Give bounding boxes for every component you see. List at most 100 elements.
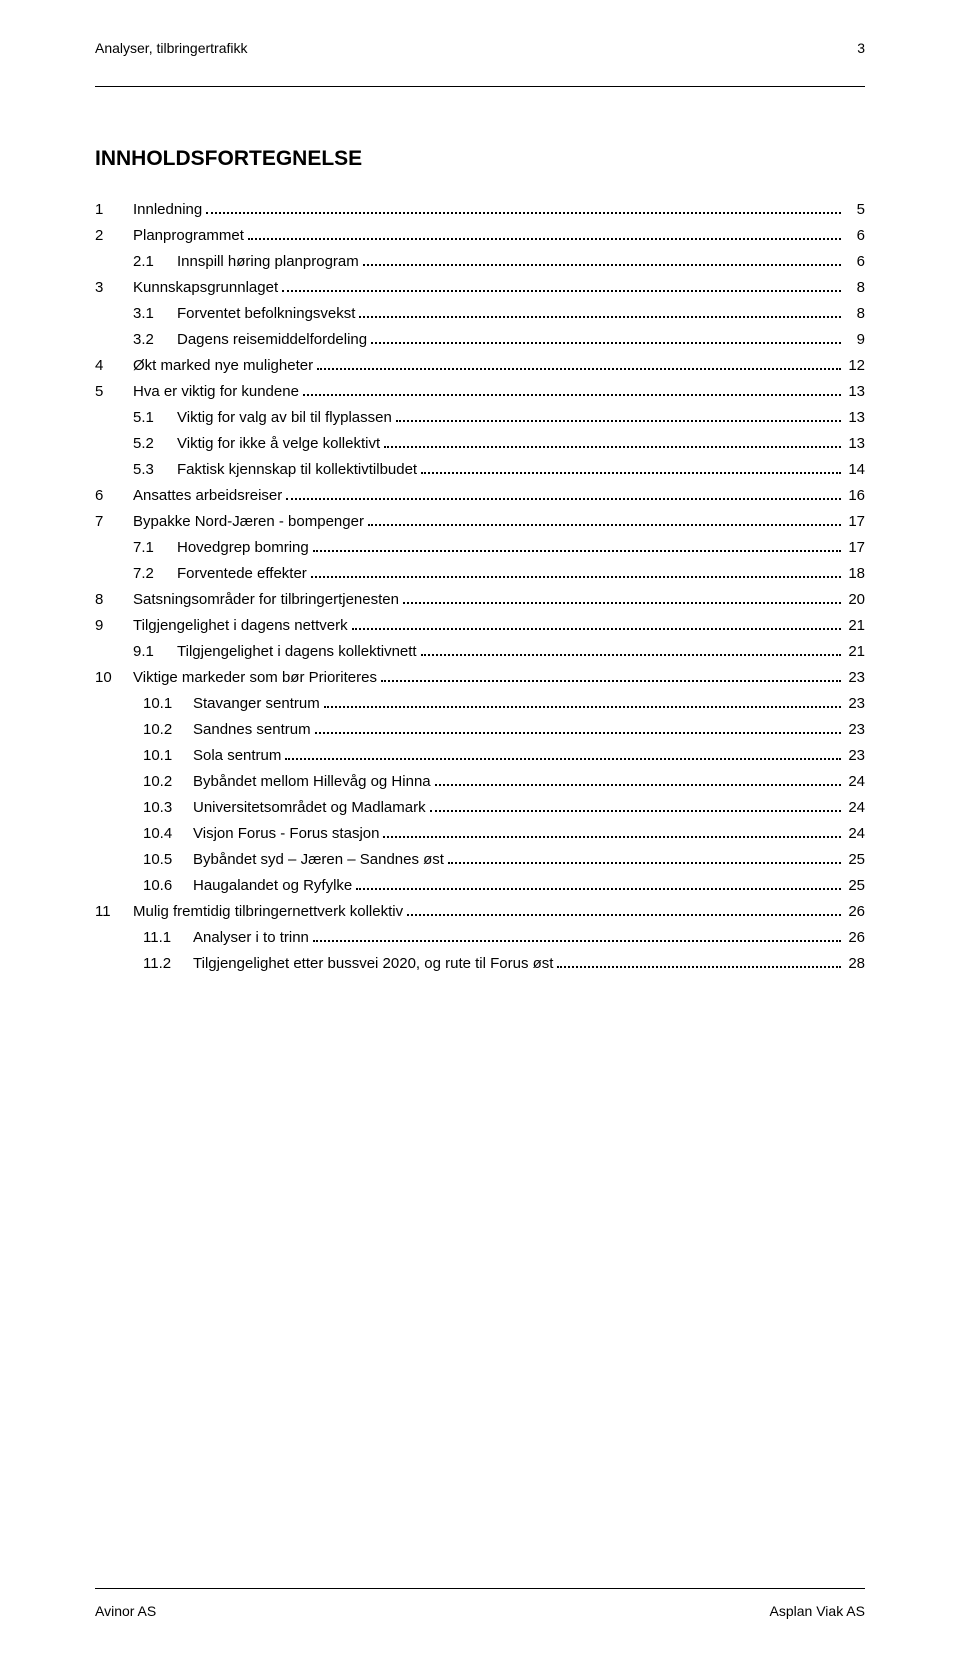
footer-rule [95, 1588, 865, 1589]
toc-entry-number: 5.3 [133, 461, 177, 478]
toc-entry-number: 5.1 [133, 409, 177, 426]
toc-content: INNHOLDSFORTEGNELSE 1Innledning52Planpro… [0, 87, 960, 972]
toc-entry-number: 7.2 [133, 565, 177, 582]
toc-entry-leader [368, 524, 841, 526]
header-page-number: 3 [857, 40, 865, 56]
page-header: Analyser, tilbringertrafikk 3 [0, 0, 960, 56]
toc-entry-text: Økt marked nye muligheter [133, 357, 313, 374]
toc-entry-number: 10.2 [143, 721, 193, 738]
toc-entry: 10.1Stavanger sentrum 23 [95, 695, 865, 712]
toc-entry-page: 24 [845, 825, 865, 842]
toc-entry-leader [421, 472, 841, 474]
toc-entry-number: 11.1 [143, 929, 193, 946]
toc-entry-number: 6 [95, 487, 133, 504]
toc-entry-page: 24 [845, 773, 865, 790]
toc-entry-number: 2.1 [133, 253, 177, 270]
toc-entry-number: 1 [95, 201, 133, 218]
toc-entry-page: 6 [845, 253, 865, 270]
toc-entry-page: 12 [845, 357, 865, 374]
toc-entry-page: 18 [845, 565, 865, 582]
toc-entry-leader [383, 836, 841, 838]
toc-entry-leader [311, 576, 841, 578]
toc-entry: 8Satsningsområder for tilbringertjeneste… [95, 591, 865, 608]
toc-entry-page: 28 [845, 955, 865, 972]
toc-entry-page: 24 [845, 799, 865, 816]
toc-entry-text: Faktisk kjennskap til kollektivtilbudet [177, 461, 417, 478]
toc-entry: 2.1Innspill høring planprogram 6 [95, 253, 865, 270]
toc-entry-number: 9.1 [133, 643, 177, 660]
toc-entry: 10.5Bybåndet syd – Jæren – Sandnes øst25 [95, 851, 865, 868]
toc-entry-page: 20 [845, 591, 865, 608]
toc-entry-text: Visjon Forus - Forus stasjon [193, 825, 379, 842]
toc-entry: 11.1Analyser i to trinn26 [95, 929, 865, 946]
toc-entry-leader [313, 940, 841, 942]
toc-entry-number: 3.1 [133, 305, 177, 322]
toc-entry-text: Analyser i to trinn [193, 929, 309, 946]
toc-entry-page: 23 [845, 747, 865, 764]
toc-entry-text: Viktig for valg av bil til flyplassen [177, 409, 392, 426]
toc-entry-page: 23 [845, 721, 865, 738]
toc-entry-leader [448, 862, 841, 864]
toc-entry: 5.3Faktisk kjennskap til kollektivtilbud… [95, 461, 865, 478]
footer-left: Avinor AS [95, 1603, 156, 1619]
toc-entry: 10.3Universitetsområdet og Madlamark24 [95, 799, 865, 816]
toc-entry-number: 4 [95, 357, 133, 374]
toc-entry-number: 7 [95, 513, 133, 530]
toc-entry: 3.1Forventet befolkningsvekst8 [95, 305, 865, 322]
toc-entry: 10.2Bybåndet mellom Hillevåg og Hinna24 [95, 773, 865, 790]
toc-entry: 3.2Dagens reisemiddelfordeling9 [95, 331, 865, 348]
toc-entry-number: 10.1 [143, 695, 193, 712]
toc-entry-leader [206, 212, 841, 214]
toc-entry-number: 2 [95, 227, 133, 244]
toc-entry: 10.1Sola sentrum23 [95, 747, 865, 764]
toc-entry: 3Kunnskapsgrunnlaget8 [95, 279, 865, 296]
toc-entry-page: 17 [845, 539, 865, 556]
toc-entry-text: Sola sentrum [193, 747, 281, 764]
toc-entry-leader [371, 342, 841, 344]
toc-entry-text: Stavanger sentrum [193, 695, 320, 712]
toc-entry-page: 17 [845, 513, 865, 530]
toc-entry-text: Dagens reisemiddelfordeling [177, 331, 367, 348]
toc-entry-leader [317, 368, 841, 370]
toc-entry: 7Bypakke Nord-Jæren - bompenger17 [95, 513, 865, 530]
toc-entry-number: 10.6 [143, 877, 193, 894]
toc-entry-leader [557, 966, 841, 968]
toc-entry-leader [303, 394, 841, 396]
toc-entry-number: 5.2 [133, 435, 177, 452]
toc-entry-page: 14 [845, 461, 865, 478]
toc-entry-page: 25 [845, 851, 865, 868]
toc-entry: 1Innledning 5 [95, 201, 865, 218]
toc-entry-text: Bybåndet mellom Hillevåg og Hinna [193, 773, 431, 790]
toc-entry-leader [396, 420, 841, 422]
toc-entry-leader [313, 550, 841, 552]
toc-entry-number: 7.1 [133, 539, 177, 556]
toc-entry-number: 8 [95, 591, 133, 608]
toc-entry-number: 10.4 [143, 825, 193, 842]
toc-entry: 4Økt marked nye muligheter 12 [95, 357, 865, 374]
toc-entry-text: Satsningsområder for tilbringertjenesten [133, 591, 399, 608]
toc-entry-leader [324, 706, 841, 708]
toc-entry-page: 23 [845, 695, 865, 712]
toc-entry-leader [435, 784, 841, 786]
toc-entry: 10.4Visjon Forus - Forus stasjon 24 [95, 825, 865, 842]
toc-entry-leader [248, 238, 841, 240]
toc-entry-page: 5 [845, 201, 865, 218]
toc-entry-page: 9 [845, 331, 865, 348]
toc-entry: 6Ansattes arbeidsreiser16 [95, 487, 865, 504]
toc-entry: 11Mulig fremtidig tilbringernettverk kol… [95, 903, 865, 920]
toc-entry-leader [381, 680, 841, 682]
toc-entry-text: Ansattes arbeidsreiser [133, 487, 282, 504]
toc-entry-leader [430, 810, 841, 812]
toc-entry-text: Universitetsområdet og Madlamark [193, 799, 426, 816]
toc-entry-page: 25 [845, 877, 865, 894]
toc-entry-page: 6 [845, 227, 865, 244]
toc-entry-leader [356, 888, 841, 890]
toc-entry-text: Tilgjengelighet etter bussvei 2020, og r… [193, 955, 553, 972]
toc-entry-text: Innspill høring planprogram [177, 253, 359, 270]
toc-entry-leader [407, 914, 841, 916]
toc-entry-page: 8 [845, 279, 865, 296]
toc-entry-page: 13 [845, 435, 865, 452]
toc-entry: 9Tilgjengelighet i dagens nettverk21 [95, 617, 865, 634]
toc-entry-text: Innledning [133, 201, 202, 218]
toc-entry-text: Viktig for ikke å velge kollektivt [177, 435, 380, 452]
